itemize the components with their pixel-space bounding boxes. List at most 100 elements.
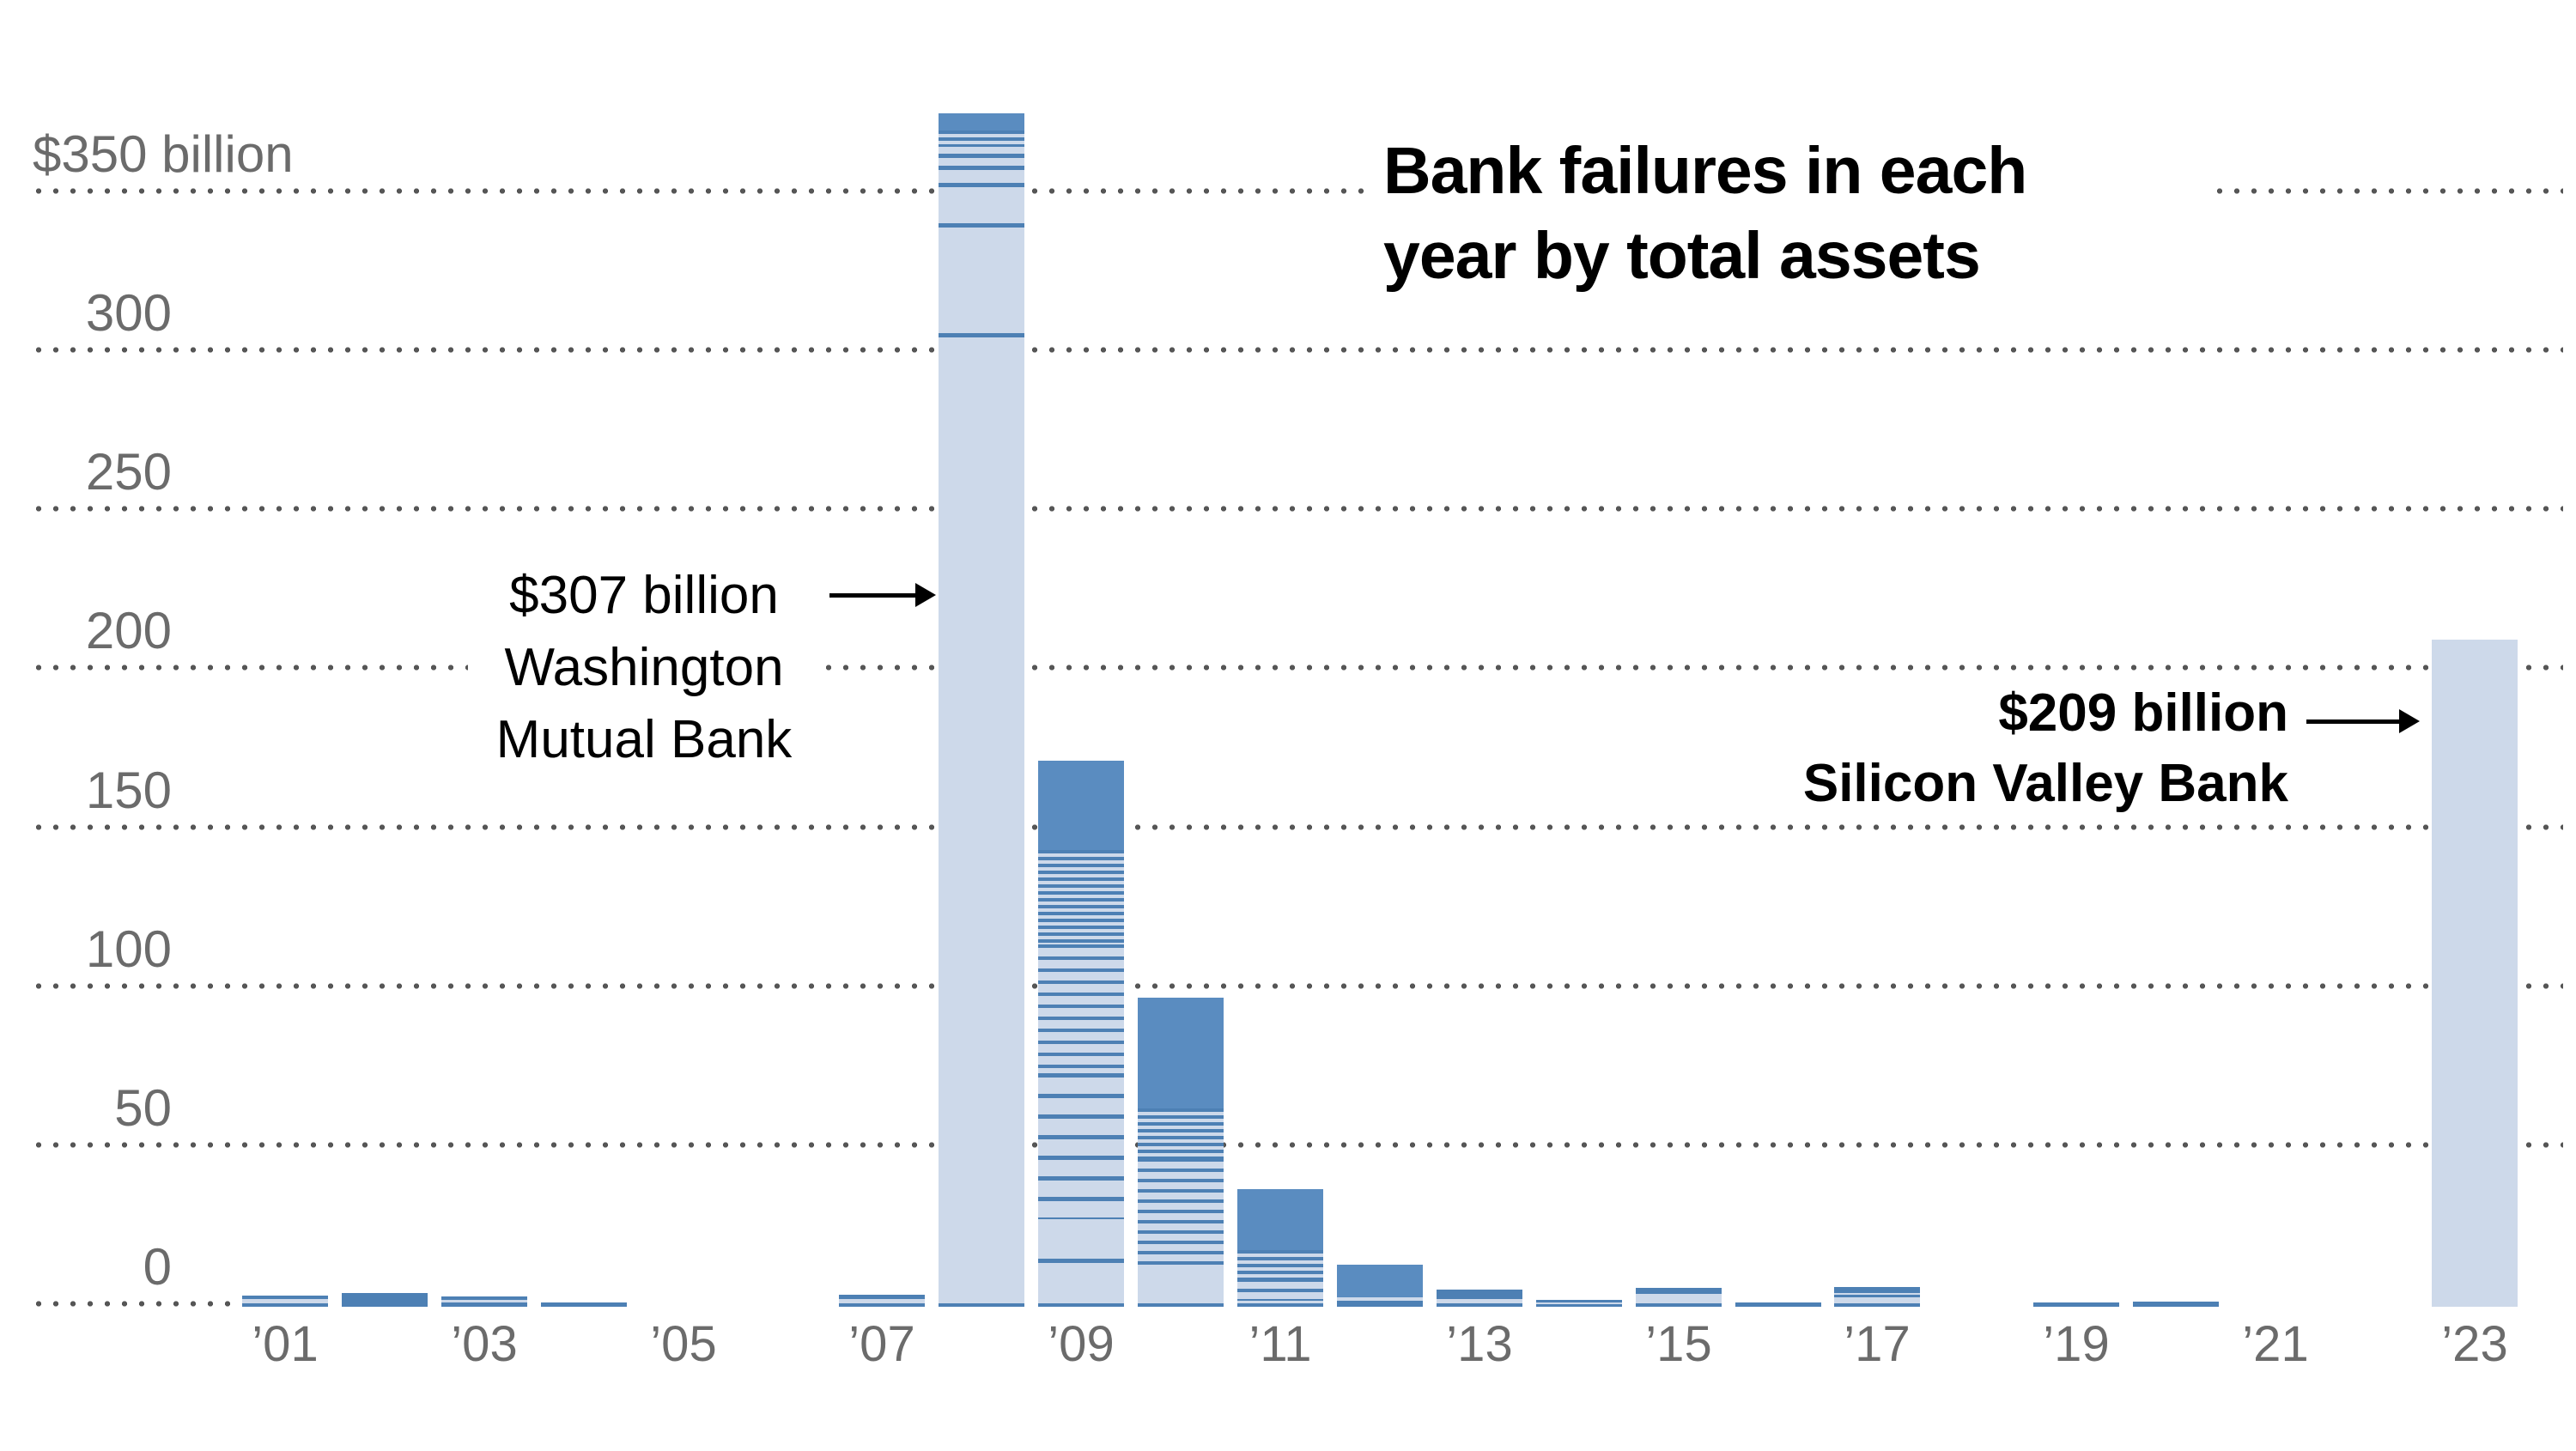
bar-2012-segment: [1337, 1265, 1423, 1297]
bar-2017: [1834, 1287, 1920, 1307]
gridline-350: [30, 188, 2563, 194]
gridline-50: [30, 1142, 2563, 1148]
bar-2001-segment: [242, 1299, 328, 1303]
bar-2011: [1237, 1189, 1323, 1307]
x-axis-label-2001: ’01: [252, 1316, 319, 1372]
x-axis-label-2011: ’11: [1249, 1316, 1312, 1372]
x-axis-label-2009: ’09: [1048, 1316, 1115, 1372]
bar-2002-segment: [342, 1293, 428, 1307]
wamu-arrow-head: [915, 583, 936, 607]
bar-2004: [541, 1302, 627, 1307]
bar-2019: [2033, 1302, 2119, 1307]
x-axis-label-2007: ’07: [848, 1316, 915, 1372]
bar-2002: [342, 1293, 428, 1307]
gridline-0: [30, 1301, 240, 1307]
bar-2001-segment: [242, 1303, 328, 1307]
y-axis-label-300: 300: [85, 284, 172, 342]
bar-2008-segment: [939, 158, 1024, 166]
y-axis-label-250: 250: [85, 443, 172, 501]
y-axis-label-150: 150: [85, 762, 172, 819]
y-axis-label-100: 100: [85, 920, 172, 978]
bar-2009-segment: [1038, 1303, 1124, 1307]
bar-2010-segment: [1138, 1271, 1224, 1303]
bar-2003-segment: [441, 1300, 527, 1302]
svb-arrow-head: [2399, 709, 2420, 733]
gridline-150: [30, 824, 2563, 830]
bar-2020-segment: [2133, 1302, 2219, 1307]
bar-2011-segment: [1237, 1303, 1323, 1307]
x-axis-label-2013: ’13: [1446, 1316, 1513, 1372]
bar-2013: [1437, 1290, 1522, 1307]
bar-2017-segment: [1834, 1303, 1920, 1307]
bar-2014-segment: [1536, 1300, 1622, 1302]
bar-2012-segment: [1337, 1301, 1423, 1307]
wamu-arrow-shaft: [829, 593, 922, 598]
bar-2010-segment: [1138, 998, 1224, 1108]
x-axis-label-2019: ’19: [2043, 1316, 2110, 1372]
bar-2009-segment: [1038, 850, 1124, 944]
bar-2008-segment: [939, 187, 1024, 223]
x-axis-label-2015: ’15: [1645, 1316, 1712, 1372]
bar-2015: [1636, 1288, 1722, 1307]
bar-2003-segment: [441, 1296, 527, 1300]
gridline-200: [30, 665, 2563, 671]
chart-title-line2: year by total assets: [1383, 219, 1981, 293]
wamu-annotation: $307 billion Washington Mutual Bank: [468, 560, 820, 776]
bar-2009-segment: [1038, 1263, 1124, 1303]
x-axis-label-2005: ’05: [650, 1316, 717, 1372]
bar-2008-segment: [939, 1303, 1024, 1307]
bar-2008-segment: [939, 228, 1024, 333]
bar-2017-segment: [1834, 1297, 1920, 1303]
bar-2008-segment: [939, 337, 1024, 1303]
y-axis-label-50: 50: [114, 1079, 172, 1137]
bar-2010-segment: [1138, 1303, 1224, 1307]
bar-2010-segment: [1138, 1158, 1224, 1271]
bar-2013-segment: [1437, 1299, 1522, 1303]
x-axis-label-2023: ’23: [2441, 1316, 2508, 1372]
svb-arrow-shaft: [2306, 719, 2403, 724]
bar-2008-segment: [939, 131, 1024, 147]
bar-2020: [2133, 1302, 2219, 1307]
bar-2008-segment: [939, 183, 1024, 187]
wamu-annotation-value: $307 billion: [509, 566, 779, 625]
chart-title-line1: Bank failures in each: [1383, 134, 2027, 208]
gridline-250: [30, 506, 2563, 512]
bar-2007-segment: [839, 1299, 925, 1303]
bar-2010: [1138, 998, 1224, 1307]
bar-2001-segment: [242, 1296, 328, 1299]
bar-2013-segment: [1437, 1303, 1522, 1307]
bar-2014-segment: [1536, 1302, 1622, 1304]
bar-2008-segment: [939, 170, 1024, 183]
bar-2001: [242, 1296, 328, 1307]
bar-2011-segment: [1237, 1189, 1323, 1250]
bar-2014-segment: [1536, 1304, 1622, 1307]
bar-2019-segment: [2033, 1302, 2119, 1307]
chart-title: Bank failures in each year by total asse…: [1370, 118, 2215, 313]
bar-2011-segment: [1237, 1301, 1323, 1303]
bar-2009-segment: [1038, 944, 1124, 1073]
bar-2009: [1038, 761, 1124, 1307]
bar-2017-segment: [1834, 1293, 1920, 1295]
y-axis-label-350: $350 billion: [33, 125, 294, 183]
bar-2007-segment: [839, 1303, 925, 1307]
bar-2009-segment: [1038, 1259, 1124, 1263]
bar-2008-segment: [939, 154, 1024, 158]
bar-2015-segment: [1636, 1294, 1722, 1303]
bar-2008-segment: [939, 333, 1024, 337]
bar-2003-segment: [441, 1302, 527, 1307]
bar-2013-segment: [1437, 1290, 1522, 1299]
bar-2016: [1735, 1302, 1821, 1307]
y-axis-label-0: 0: [143, 1238, 172, 1296]
bar-2017-segment: [1834, 1295, 1920, 1297]
bar-2003: [441, 1296, 527, 1307]
bar-2007-segment: [839, 1295, 925, 1299]
bar-2017-segment: [1834, 1287, 1920, 1293]
svb-annotation-value: $209 billion: [1998, 683, 2288, 743]
bar-2004-segment: [541, 1302, 627, 1307]
bar-2012: [1337, 1265, 1423, 1307]
bar-2015-segment: [1636, 1288, 1722, 1294]
bar-2009-segment: [1038, 1219, 1124, 1259]
x-axis-label-2003: ’03: [451, 1316, 518, 1372]
bar-2023-segment: [2432, 640, 2518, 1307]
